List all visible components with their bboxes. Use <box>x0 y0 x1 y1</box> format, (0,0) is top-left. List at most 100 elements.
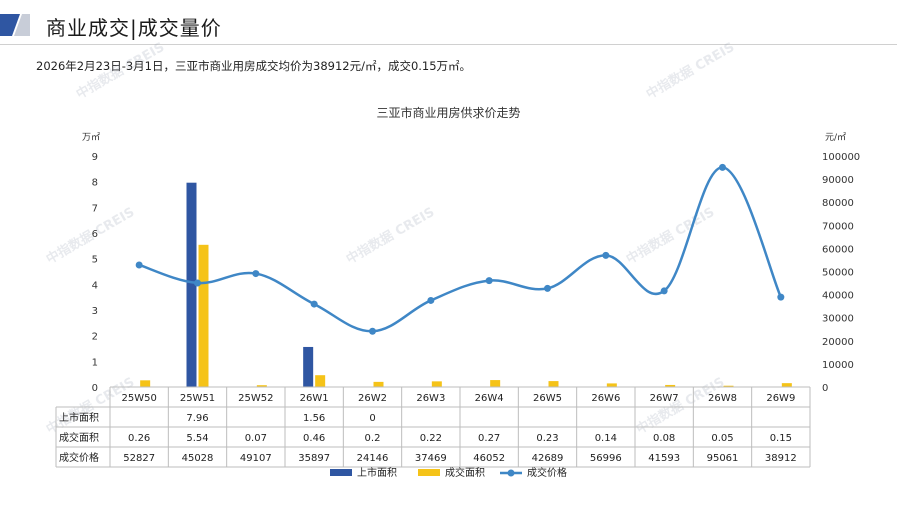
x-axis-category-label: 26W4 <box>475 393 504 404</box>
table-row-header: 上市面积 <box>59 411 99 424</box>
table-row-header: 成交价格 <box>59 451 99 464</box>
left-axis-tick-label: 1 <box>92 357 98 368</box>
table-cell-value: 0.27 <box>478 433 500 444</box>
x-axis-category-label: 26W7 <box>650 393 679 404</box>
x-axis-category-label: 26W8 <box>708 393 737 404</box>
left-axis-tick-label: 6 <box>92 229 98 240</box>
table-cell-value: 7.96 <box>186 413 208 424</box>
table-cell-value: 0.46 <box>303 433 325 444</box>
summary-text: 2026年2月23日-3月1日，三亚市商业用房成交均价为38912元/㎡，成交0… <box>36 59 472 73</box>
deal-bar <box>256 385 267 387</box>
right-axis-tick-label: 50000 <box>822 268 854 279</box>
right-axis-tick-label: 80000 <box>822 198 854 209</box>
price-point <box>777 293 785 301</box>
table-cell-value: 46052 <box>473 453 505 464</box>
x-axis-category-label: 26W1 <box>300 393 329 404</box>
deal-bar <box>140 380 151 387</box>
price-point <box>602 251 610 259</box>
right-axis-unit: 元/㎡ <box>825 133 847 143</box>
header-divider <box>0 44 897 45</box>
left-axis-tick-label: 4 <box>92 280 98 291</box>
table-cell-value: 0.14 <box>595 433 617 444</box>
price-point <box>427 296 435 304</box>
table-row-header: 成交面积 <box>59 431 99 444</box>
legend-label: 成交价格 <box>527 466 567 479</box>
left-axis-tick-label: 9 <box>92 152 98 163</box>
supply-bar <box>303 346 314 387</box>
header-deco-dark <box>0 14 20 36</box>
table-cell-value: 0.08 <box>653 433 675 444</box>
price-point <box>369 327 376 335</box>
deal-bar <box>198 244 209 387</box>
legend-label: 上市面积 <box>357 466 397 479</box>
table-cell-value: 0.15 <box>770 433 792 444</box>
table-cell-value: 52827 <box>123 453 155 464</box>
x-axis-category-label: 26W2 <box>358 393 387 404</box>
table-cell-value: 0.26 <box>128 433 150 444</box>
table-cell-value: 38912 <box>765 453 797 464</box>
legend-label: 成交面积 <box>445 466 485 479</box>
table-cell-value: 35897 <box>298 453 330 464</box>
left-axis-tick-label: 3 <box>92 306 98 317</box>
x-axis-category-label: 26W9 <box>766 393 795 404</box>
deal-bar <box>781 383 792 387</box>
right-axis-tick-label: 20000 <box>822 337 854 348</box>
left-axis-tick-label: 5 <box>92 255 98 266</box>
x-axis-category-label: 25W50 <box>121 393 156 404</box>
price-point <box>194 279 201 287</box>
left-axis-tick-label: 8 <box>92 178 98 189</box>
deal-bar <box>315 375 326 387</box>
price-point <box>252 270 260 278</box>
left-axis-tick-label: 2 <box>92 332 98 343</box>
deal-bar <box>490 380 501 387</box>
price-point <box>544 284 551 292</box>
legend-swatch <box>330 469 352 476</box>
x-axis-category-label: 26W6 <box>591 393 620 404</box>
price-point <box>485 277 493 285</box>
right-axis-tick-label: 60000 <box>822 244 854 255</box>
deal-bar <box>431 381 442 387</box>
table-cell-value: 95061 <box>707 453 739 464</box>
right-axis-tick-label: 0 <box>822 383 828 394</box>
table-cell-value: 42689 <box>532 453 564 464</box>
page-title: 商业成交|成交量价 <box>46 16 222 40</box>
chart-title: 三亚市商业用房供求价走势 <box>376 106 521 120</box>
price-point <box>719 163 726 171</box>
price-point <box>310 300 318 308</box>
x-axis-category-label: 25W51 <box>180 393 215 404</box>
price-point <box>660 287 668 295</box>
table-cell-value: 0.23 <box>536 433 558 444</box>
x-axis-category-label: 26W3 <box>416 393 445 404</box>
table-cell-value: 49107 <box>240 453 272 464</box>
table-cell-value: 0.2 <box>365 433 381 444</box>
page-header: 商业成交|成交量价 <box>0 0 897 46</box>
table-cell-value: 41593 <box>648 453 680 464</box>
left-axis-tick-label: 7 <box>92 203 98 214</box>
right-axis-tick-label: 10000 <box>822 360 854 371</box>
header-decoration-icon <box>0 14 30 36</box>
left-axis-tick-label: 0 <box>92 383 98 394</box>
table-cell-value: 5.54 <box>186 433 208 444</box>
table-cell-value: 45028 <box>182 453 214 464</box>
legend-swatch <box>418 469 440 476</box>
right-axis-tick-label: 30000 <box>822 314 854 325</box>
table-cell-value: 24146 <box>357 453 389 464</box>
table-cell-value: 0.22 <box>420 433 442 444</box>
price-point <box>135 261 143 269</box>
right-axis-tick-label: 40000 <box>822 291 854 302</box>
deal-bar <box>665 384 676 387</box>
x-axis-category-label: 25W52 <box>238 393 273 404</box>
right-axis-tick-label: 70000 <box>822 221 854 232</box>
deal-bar <box>723 385 734 387</box>
left-axis-unit: 万㎡ <box>82 133 101 143</box>
header-deco-light <box>14 14 30 36</box>
table-cell-value: 0 <box>369 413 375 424</box>
table-cell-value: 0.05 <box>711 433 733 444</box>
supply-bar <box>186 182 197 387</box>
deal-bar <box>548 381 559 387</box>
right-axis-tick-label: 100000 <box>822 152 860 163</box>
deal-bar <box>606 383 617 387</box>
table-cell-value: 1.56 <box>303 413 325 424</box>
deal-bar <box>373 381 384 387</box>
